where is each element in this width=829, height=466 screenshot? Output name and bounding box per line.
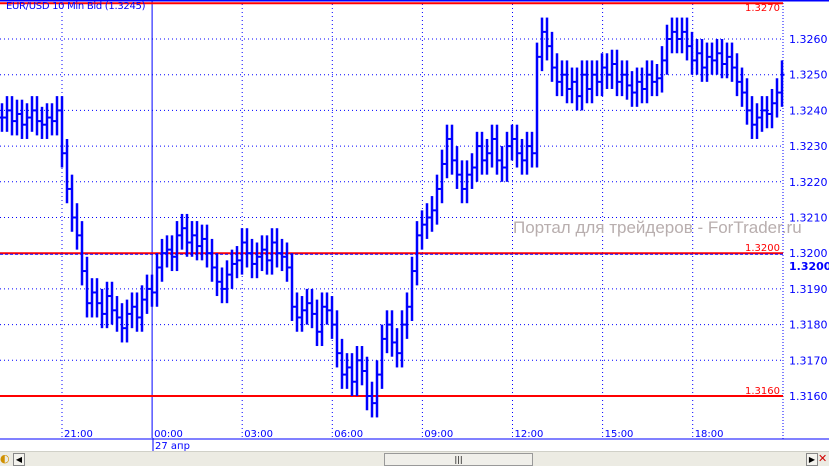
level-line-label: 1.3160: [745, 386, 780, 397]
horizontal-scrollbar[interactable]: ◐ ◀ ||| ▶ ✕: [0, 451, 829, 466]
x-tick-label: 09:00: [424, 429, 453, 440]
scroll-thumb[interactable]: |||: [384, 453, 533, 466]
x-tick-label: 00:00: [154, 429, 183, 440]
scroll-left-button[interactable]: ◀: [13, 453, 25, 466]
y-tick-label: 1.3250: [789, 69, 828, 82]
y-tick-label: 1.3240: [789, 104, 828, 117]
y-tick-label: 1.3160: [789, 390, 828, 403]
close-icon[interactable]: ✕: [818, 452, 828, 465]
y-tick-label: 1.3200: [789, 247, 828, 260]
x-tick-label: 15:00: [605, 429, 634, 440]
chart-title: EUR/USD 10 Min Bid (1.3245): [6, 1, 146, 12]
y-tick-label: 1.3210: [789, 212, 828, 225]
watermark: Портал для трейдеров - ForTrader.ru: [513, 218, 802, 237]
scroll-right-button[interactable]: ▶: [806, 453, 818, 466]
y-tick-label: 1.3180: [789, 319, 828, 332]
x-tick-label: 06:00: [334, 429, 363, 440]
y-tick-label: 1.3230: [789, 140, 828, 153]
x-tick-label: 12:00: [515, 429, 544, 440]
current-price-label: 1.3200: [789, 260, 829, 273]
x-tick-label: 18:00: [695, 429, 724, 440]
level-line-label: 1.3200: [745, 243, 780, 254]
y-tick-label: 1.3190: [789, 283, 828, 296]
date-label: 27 апр: [155, 441, 190, 451]
x-tick-label: 03:00: [244, 429, 273, 440]
level-line-label: 1.3270: [745, 3, 780, 14]
x-tick-label: 21:00: [64, 429, 93, 440]
y-tick-label: 1.3170: [789, 354, 828, 367]
chart-settings-icon[interactable]: ◐: [0, 452, 10, 465]
price-chart[interactable]: 1.3260 1.3250 1.3240 1.3230 1.3220 1.3210 1.32…: [0, 0, 829, 451]
y-tick-label: 1.3220: [789, 176, 828, 189]
y-tick-label: 1.3260: [789, 33, 828, 46]
